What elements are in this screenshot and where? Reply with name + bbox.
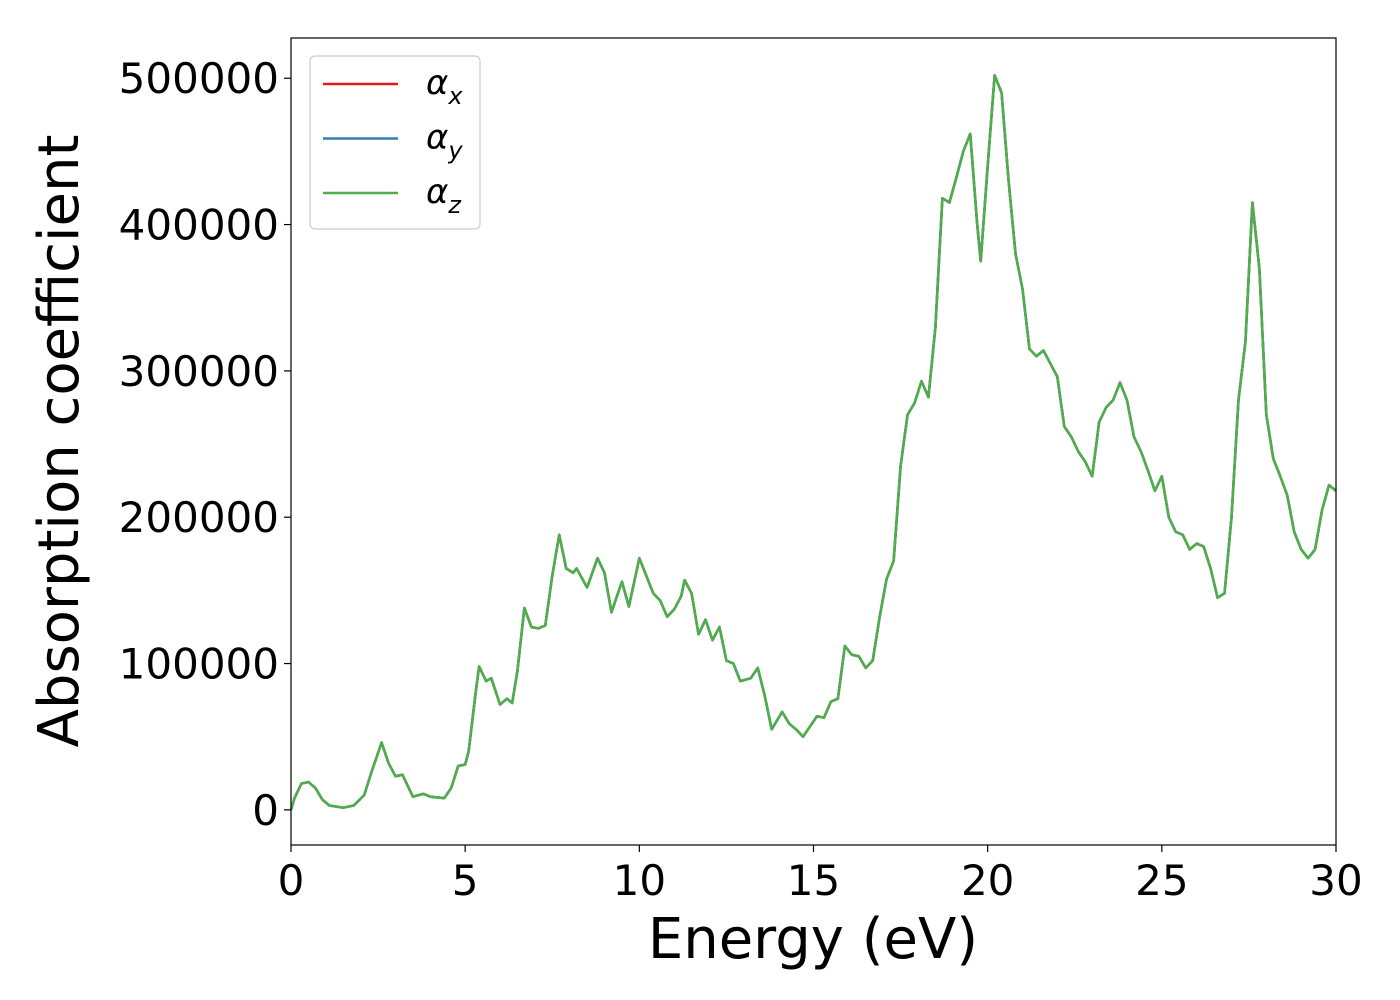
line-series <box>289 74 1337 811</box>
plot-frame <box>290 37 1337 846</box>
y-tick-label: 0 <box>252 786 279 835</box>
x-tick-label: 10 <box>613 856 666 905</box>
legend-label: αx <box>426 63 463 110</box>
x-tick-label: 30 <box>1309 856 1362 905</box>
x-tick-label: 20 <box>961 856 1014 905</box>
y-tick-label: 400000 <box>119 201 279 250</box>
y-tick-label: 200000 <box>119 493 279 542</box>
y-tick-label: 500000 <box>119 54 279 103</box>
x-tick-label: 0 <box>278 856 305 905</box>
x-tick-label: 25 <box>1135 856 1188 905</box>
y-tick-label: 100000 <box>119 640 279 689</box>
legend-label: αy <box>426 118 463 165</box>
x-tick-label: 5 <box>452 856 479 905</box>
legend-box <box>309 55 481 230</box>
y-axis-label: Absorption coefficient <box>27 135 92 748</box>
legend-label: αz <box>426 172 462 219</box>
x-tick-label: 15 <box>787 856 840 905</box>
y-tick-label: 300000 <box>119 347 279 396</box>
x-axis-label: Energy (eV) <box>648 907 978 972</box>
